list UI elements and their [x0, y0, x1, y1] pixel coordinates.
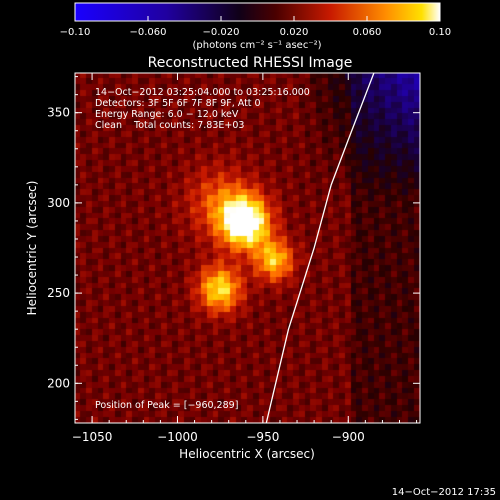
- y-tick-label: 350: [47, 106, 70, 120]
- x-axis-label: Heliocentric X (arcsec): [179, 447, 315, 461]
- footer-timestamp: 14−Oct−2012 17:35: [392, 487, 496, 498]
- plot-frame: [74, 72, 421, 424]
- x-tick-label: −900: [332, 430, 365, 444]
- energy-range-text: Energy Range: 6.0 − 12.0 keV: [95, 109, 239, 120]
- colorbar-tick-label: 0.10: [429, 27, 451, 38]
- colorbar-ticks: −0.10 −0.060 −0.020 0.020 0.060 0.10: [60, 16, 451, 38]
- detectors-text: Detectors: 3F 5F 6F 7F 8F 9F, Att 0: [95, 98, 261, 109]
- solar-limb-curve: [265, 73, 375, 423]
- x-tick-label: −950: [246, 430, 279, 444]
- colorbar-tick-label: 0.020: [280, 27, 309, 38]
- colorbar-tick-label: −0.020: [202, 27, 239, 38]
- x-tick-label: −1050: [72, 430, 113, 444]
- colorbar-tick-label: −0.10: [60, 27, 91, 38]
- observation-info: 14−Oct−2012 03:25:04.000 to 03:25:16.000…: [95, 87, 310, 131]
- plot-area: −1050 −1000 −950 −900 200 250 300 350: [47, 72, 421, 444]
- clean-counts-text: Clean Total counts: 7.83E+03: [95, 120, 244, 131]
- colorbar-tick-label: 0.060: [353, 27, 382, 38]
- y-axis-ticks: 200 250 300 350: [47, 76, 420, 420]
- peak-position-text: Position of Peak = [−960,289]: [95, 400, 238, 411]
- colorbar: −0.10 −0.060 −0.020 0.020 0.060 0.10 (photons…: [60, 2, 451, 51]
- x-tick-label: −1000: [157, 430, 198, 444]
- colorbar-gradient: [74, 2, 441, 22]
- time-range-text: 14−Oct−2012 03:25:04.000 to 03:25:16.000: [95, 87, 310, 98]
- chart-title: Reconstructed RHESSI Image: [148, 55, 353, 71]
- colorbar-label: (photons cm⁻² s⁻¹ asec⁻²): [192, 40, 321, 51]
- y-tick-label: 300: [47, 196, 70, 210]
- heatmap-image: [75, 73, 420, 423]
- y-axis-label: Heliocentric Y (arcsec): [25, 181, 39, 316]
- y-tick-label: 200: [47, 376, 70, 390]
- x-axis-ticks: −1050 −1000 −950 −900: [72, 73, 418, 444]
- colorbar-tick-label: −0.060: [129, 27, 166, 38]
- y-tick-label: 250: [47, 286, 70, 300]
